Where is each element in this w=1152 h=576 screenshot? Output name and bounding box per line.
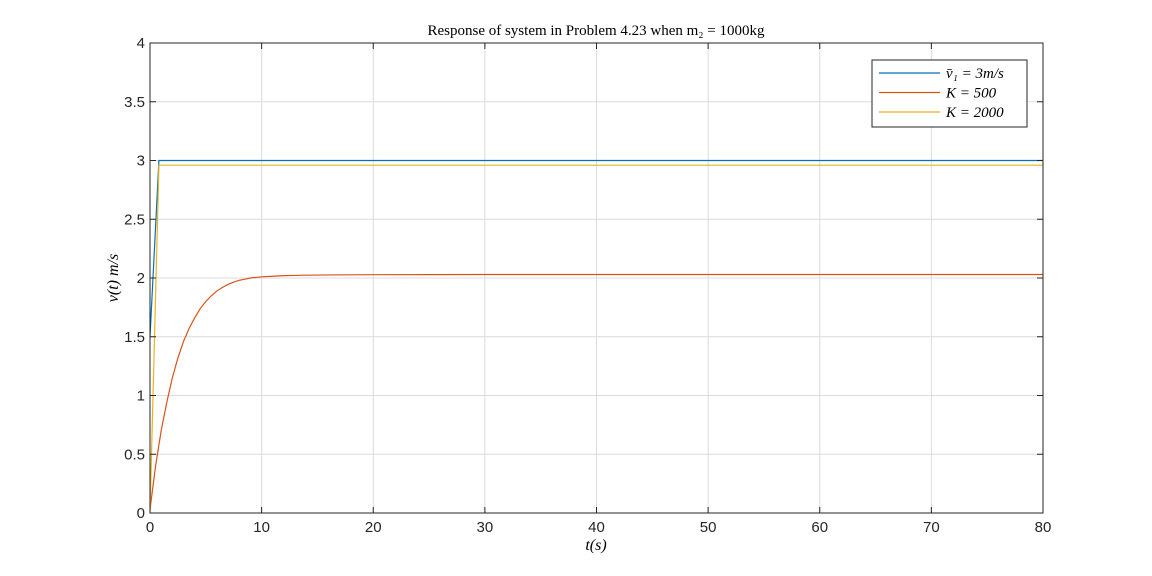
y-tick-label: 0 [137,505,145,522]
x-tick-label: 60 [811,519,828,536]
legend-box [871,59,1028,128]
x-tick-label: 70 [923,519,940,536]
x-tick-label: 40 [588,519,605,536]
y-tick-label: 4 [137,35,145,52]
x-axis-label: t(s) [585,537,606,554]
y-tick-label: 2.5 [124,211,145,228]
y-tick-label: 1 [137,388,145,405]
x-tick-label: 10 [253,519,270,536]
legend-label-1: K = 500 [945,86,997,102]
ticks [149,42,1044,514]
x-tick-label: 0 [146,519,154,536]
x-tick-label: 30 [477,519,494,536]
y-tick-label: 2 [137,270,145,287]
chart-title: Response of system in Problem 4.23 when … [427,23,765,39]
legend: v̄₁ = 3m/s K = 500 K = 2000 [871,59,1028,128]
y-axis-label: v(t) m/s [105,254,122,302]
y-tick-label: 1.5 [124,329,145,346]
y-tick-label: 0.5 [124,446,145,463]
x-tick-label: 80 [1035,519,1052,536]
y-tick-label: 3 [137,153,145,170]
x-tick-label: 50 [700,519,717,536]
y-tick-label: 3.5 [124,94,145,111]
series-line-2 [149,164,1043,514]
series-line-1 [149,273,1043,510]
x-tick-label: 20 [365,519,382,536]
tick-labels: 0 10 20 30 40 50 60 70 80 0 0.5 1 1.5 2 2.5 3 3.5 4 [124,35,1051,536]
legend-label-2: K = 2000 [945,105,1004,121]
legend-label-0: v̄₁ = 3m/s [946,66,1004,82]
